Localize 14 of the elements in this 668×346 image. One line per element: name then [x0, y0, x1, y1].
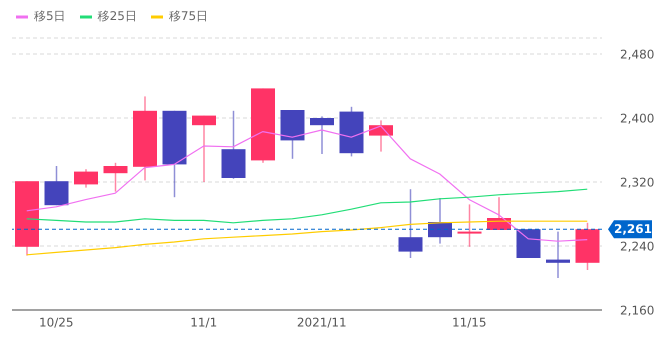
legend-label: 移75日 — [168, 8, 208, 25]
y-tick-label: 2,400 — [620, 111, 654, 126]
y-tick-label: 2,480 — [620, 47, 654, 62]
x-tick-label: 11/1 — [190, 316, 218, 330]
x-tick-label: 11/15 — [452, 316, 487, 330]
y-tick-label: 2,160 — [620, 303, 654, 318]
x-tick-label: 2021/11 — [296, 316, 347, 330]
legend-label: 移5日 — [34, 8, 66, 25]
x-tick-label: 10/25 — [38, 316, 74, 330]
y-tick-label: 2,240 — [620, 239, 654, 254]
ref-line-label: 2,261 — [614, 222, 652, 236]
legend-label: 移25日 — [98, 8, 137, 25]
y-tick-label: 2,320 — [620, 175, 654, 190]
line-series — [26, 188, 588, 224]
